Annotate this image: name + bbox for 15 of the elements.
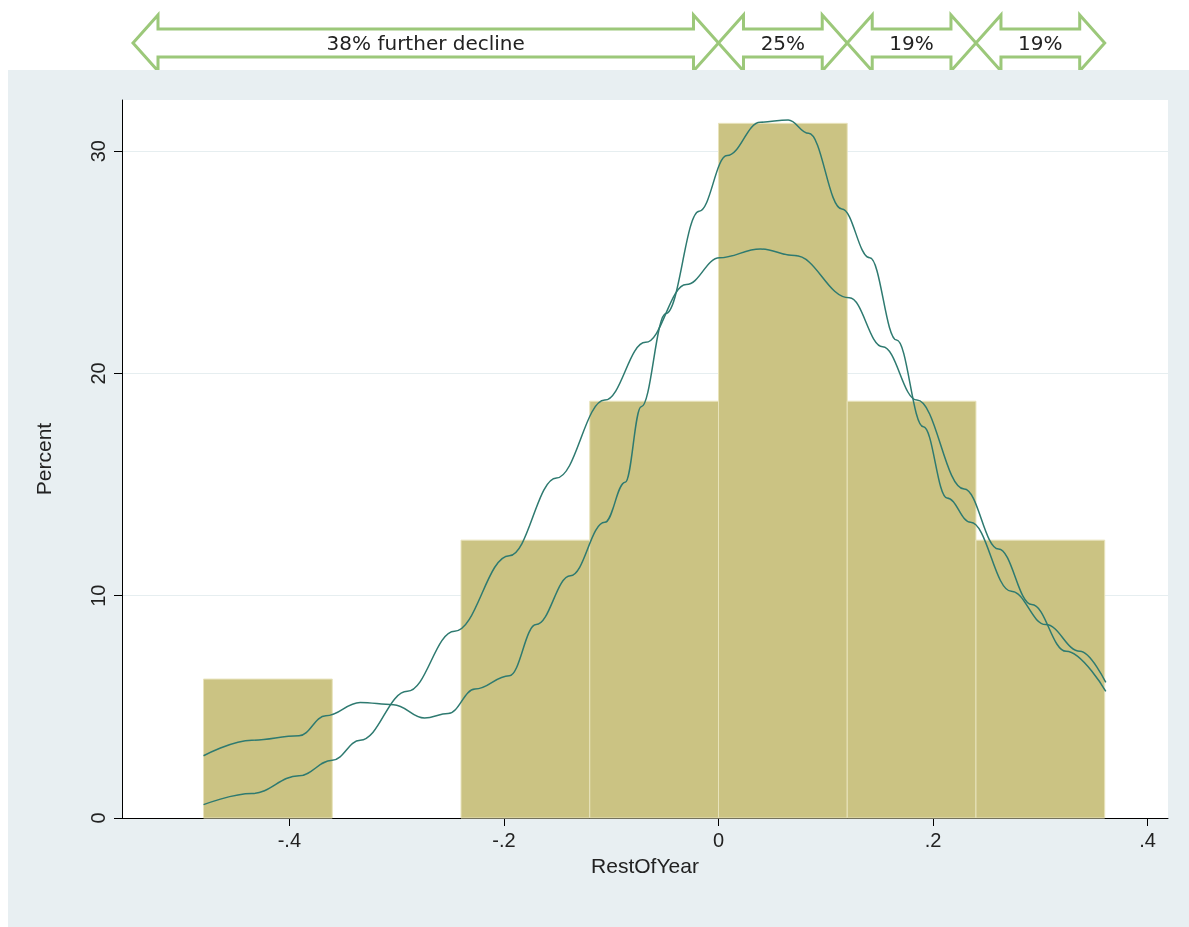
x-tick-label: .4 <box>1139 829 1156 851</box>
text: 38% further decline <box>326 31 525 55</box>
x-axis-title: RestOfYear <box>591 853 699 877</box>
x-tick-label: .2 <box>924 829 942 851</box>
x-tick-label: 0 <box>712 829 725 851</box>
x-tick-label: -.4 <box>277 829 302 851</box>
y-axis-title: Percent <box>32 422 55 496</box>
text: 19% <box>1018 31 1063 55</box>
x-tick-label: -.2 <box>492 829 516 851</box>
text: 19% <box>889 31 934 55</box>
y-tick-label: 30 <box>87 140 109 163</box>
y-tick-label: 10 <box>87 584 109 607</box>
y-tick-label: 0 <box>87 812 109 824</box>
text: 25% <box>760 31 806 55</box>
y-tick-label: 20 <box>87 362 109 385</box>
